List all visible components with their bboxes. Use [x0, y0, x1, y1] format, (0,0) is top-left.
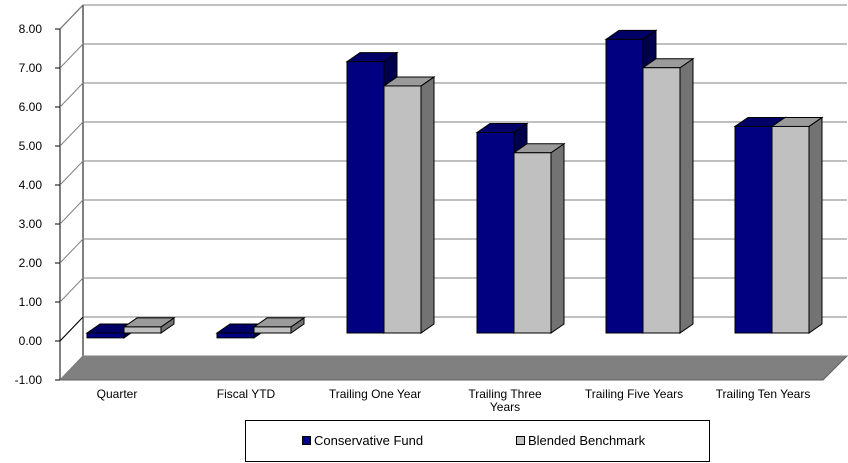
y-tick-label: 2.00 [19, 256, 43, 270]
x-category-label: Fiscal YTD [217, 387, 276, 401]
bar-front-face [216, 332, 255, 339]
bar-front-face [605, 38, 644, 334]
bar-blended-benchmark [641, 57, 695, 334]
zero-line [59, 316, 84, 342]
x-category-label: Trailing One Year [329, 387, 421, 401]
y-tick-label: 6.00 [19, 100, 43, 114]
legend-swatch-icon [302, 436, 311, 445]
gridline [59, 277, 847, 303]
legend-swatch-icon [516, 436, 525, 445]
gridline [59, 43, 847, 69]
x-category-label: Trailing Five Years [585, 387, 683, 401]
gridline [59, 121, 847, 147]
bar-side-face [420, 75, 435, 334]
gridline [59, 4, 847, 30]
legend-label: Blended Benchmark [528, 433, 646, 448]
y-tick-label: 4.00 [19, 178, 43, 192]
legend-item-series-2: Blended Benchmark [516, 433, 645, 448]
x-category-label: Trailing Ten Years [716, 387, 811, 401]
y-tick-label: -1.00 [15, 373, 43, 387]
bar-side-face [550, 142, 565, 334]
bar-front-face [771, 125, 810, 334]
bar-front-face [383, 85, 422, 334]
bar-blended-benchmark [512, 142, 566, 334]
legend-item-series-1: Conservative Fund [302, 433, 423, 448]
bar-blended-benchmark [382, 75, 436, 334]
bar-front-face [642, 67, 681, 334]
x-category-label: Trailing Three Years [468, 387, 542, 414]
bar-front-face [86, 332, 125, 339]
chart-floor [58, 355, 848, 381]
bar-side-face [808, 116, 823, 334]
gridline [59, 160, 847, 186]
y-tick-label: 5.00 [19, 139, 43, 153]
bar-front-face [734, 125, 773, 334]
gridline [59, 238, 847, 264]
bar-blended-benchmark [252, 316, 306, 334]
bar-front-face [346, 61, 385, 334]
bar-front-face [513, 152, 552, 334]
bar-front-face [123, 326, 162, 334]
y-tick-label: 0.00 [19, 334, 43, 348]
bar-blended-benchmark [770, 116, 824, 334]
bar-front-face [476, 132, 515, 334]
y-tick-label: 8.00 [19, 22, 43, 36]
bar-blended-benchmark [122, 316, 176, 334]
gridline [59, 199, 847, 225]
legend-label: Conservative Fund [314, 433, 424, 448]
gridline [59, 355, 847, 381]
legend: Conservative Fund Blended Benchmark [245, 420, 710, 462]
x-category-label: Quarter [97, 387, 138, 401]
bar-side-face [679, 57, 694, 334]
y-tick-label: 1.00 [19, 295, 43, 309]
bar-front-face [253, 326, 292, 334]
y-tick-label: 7.00 [19, 61, 43, 75]
gridline [59, 82, 847, 108]
y-tick-label: 3.00 [19, 217, 43, 231]
bar-chart: 8.00 7.00 6.00 5.00 4.00 3.00 2.00 1.00 0.00 -1.0… [15, 4, 848, 414]
gridline [59, 316, 847, 342]
